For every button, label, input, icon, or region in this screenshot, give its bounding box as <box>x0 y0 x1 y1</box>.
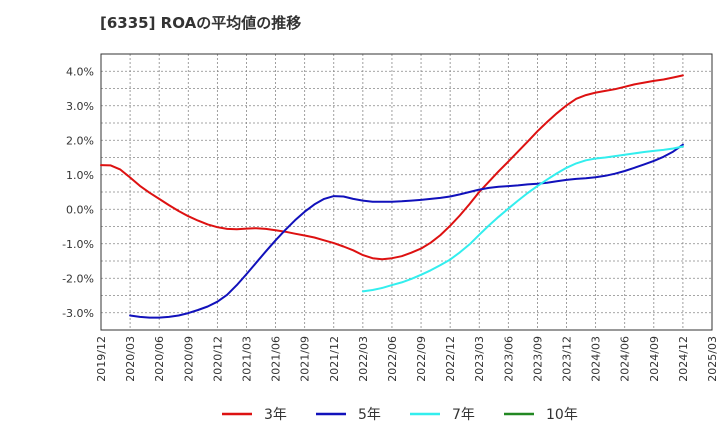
x-tick-label: 2023/09 <box>531 336 544 382</box>
legend-label: 10年 <box>546 407 578 423</box>
y-axis-ticks: 4.0% 3.0% 2.0% 1.0% 0.0% -1.0% -2.0% -3.0% <box>62 65 94 320</box>
y-tick-label: 1.0% <box>66 169 94 182</box>
series-line-3年 <box>100 74 684 261</box>
x-tick-label: 2020/12 <box>211 336 224 382</box>
x-tick-label: 2024/12 <box>677 336 690 382</box>
y-tick-label: 0.0% <box>66 203 94 216</box>
series-layer <box>100 74 684 319</box>
x-tick-label: 2022/12 <box>444 336 457 382</box>
x-tick-label: 2022/09 <box>415 336 428 382</box>
series-line-7年 <box>361 145 684 293</box>
x-tick-label: 2023/03 <box>473 336 486 382</box>
legend-label: 3年 <box>264 407 287 423</box>
x-tick-label: 2023/06 <box>502 336 515 382</box>
x-tick-label: 2021/03 <box>240 336 253 382</box>
x-tick-label: 2021/09 <box>299 336 312 382</box>
x-tick-label: 2020/06 <box>153 336 166 382</box>
x-axis-ticks: 2019/12 2020/03 2020/06 2020/09 2020/12 2021/… <box>95 336 719 382</box>
y-tick-label: 3.0% <box>66 100 94 113</box>
x-tick-label: 2022/03 <box>357 336 370 382</box>
y-tick-label: -2.0% <box>62 272 94 285</box>
x-tick-label: 2022/06 <box>386 336 399 382</box>
grid-lines <box>101 54 712 330</box>
x-tick-label: 2020/09 <box>182 336 195 382</box>
x-tick-label: 2021/12 <box>328 336 341 382</box>
y-tick-label: 2.0% <box>66 134 94 147</box>
x-tick-label: 2021/06 <box>270 336 283 382</box>
y-tick-label: -3.0% <box>62 307 94 320</box>
plot-frame <box>100 53 713 331</box>
x-tick-label: 2024/09 <box>648 336 661 382</box>
legend-label: 7年 <box>452 407 475 423</box>
x-tick-label: 2024/03 <box>590 336 603 382</box>
x-tick-label: 2019/12 <box>95 336 108 382</box>
legend-label: 5年 <box>358 407 381 423</box>
x-tick-label: 2023/12 <box>561 336 574 382</box>
y-tick-label: 4.0% <box>66 65 94 78</box>
legend: 3年 5年 7年 10年 <box>222 407 578 423</box>
y-tick-label: -1.0% <box>62 238 94 251</box>
x-tick-label: 2020/03 <box>124 336 137 382</box>
series-line-5年 <box>129 143 684 319</box>
chart-title: [6335] ROAの平均値の推移 <box>100 14 302 32</box>
x-tick-label: 2024/06 <box>619 336 632 382</box>
x-tick-label: 2025/03 <box>706 336 719 382</box>
